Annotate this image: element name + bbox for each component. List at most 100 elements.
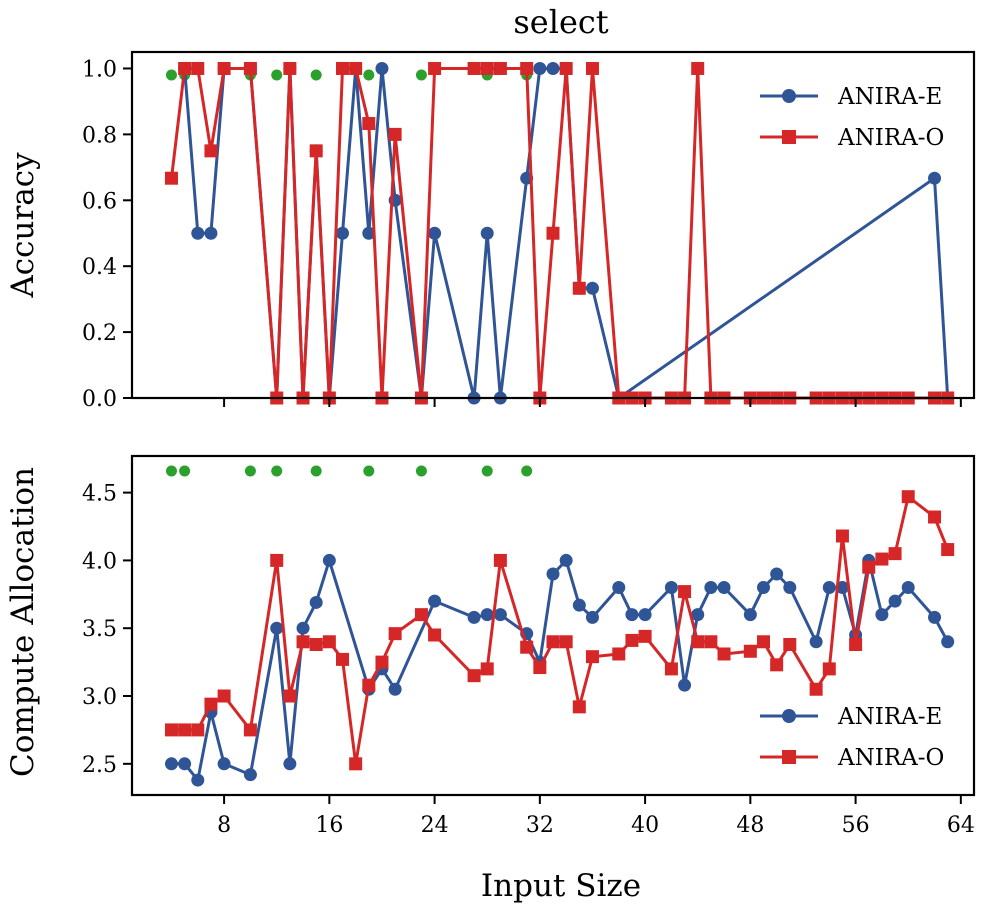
point-anira-e-12 — [270, 621, 284, 635]
y-tick-label-4.0: 4.0 — [82, 549, 117, 574]
point-anira-o-20 — [375, 655, 389, 669]
point-anira-o-38 — [612, 647, 626, 661]
point-anira-o-7 — [204, 144, 218, 158]
point-anira-o-58 — [875, 552, 889, 566]
x-tick-label-40: 40 — [631, 813, 659, 838]
point-anira-e-6 — [191, 773, 205, 787]
point-anira-o-33 — [546, 635, 560, 649]
green-marker-5 — [179, 465, 191, 477]
point-anira-o-34 — [559, 635, 573, 649]
point-anira-e-8 — [217, 757, 231, 771]
y-tick-label-2.5: 2.5 — [82, 753, 117, 778]
compute-panel: 8 16 24 32 40 48 56 64 2.5 3.0 3.5 4.0 4.5 Compute A… — [5, 454, 976, 838]
point-anira-o-51 — [783, 637, 797, 651]
point-anira-o-46 — [717, 647, 731, 661]
point-anira-o-40 — [638, 629, 652, 643]
green-marker-12 — [271, 465, 283, 477]
point-anira-o-36 — [585, 650, 599, 664]
point-anira-e-62 — [928, 171, 942, 185]
point-anira-o-19 — [362, 678, 376, 692]
point-anira-e-54 — [822, 581, 836, 595]
x-tick-label-32: 32 — [526, 813, 554, 838]
legend-marker-anira-o — [782, 750, 796, 764]
point-anira-o-57 — [862, 560, 876, 574]
point-anira-e-14 — [296, 621, 310, 635]
series-line-anira-e — [183, 67, 950, 400]
point-anira-e-27 — [467, 610, 481, 624]
point-anira-e-19 — [362, 226, 376, 240]
point-anira-o-31 — [520, 61, 534, 75]
point-anira-e-32 — [533, 61, 547, 75]
legend-marker-anira-o — [782, 130, 796, 144]
x-axis-label: Input Size — [481, 868, 641, 904]
accuracy-legend: ANIRA-E ANIRA-O — [760, 84, 944, 151]
point-anira-o-34 — [559, 61, 573, 75]
point-anira-o-53 — [809, 682, 823, 696]
point-anira-o-18 — [349, 757, 363, 771]
legend-marker-anira-e — [782, 709, 796, 723]
point-anira-e-17 — [336, 226, 349, 240]
green-marker-23 — [415, 465, 427, 477]
green-marker-4 — [165, 69, 177, 81]
point-anira-o-24 — [428, 628, 442, 642]
point-anira-o-44 — [691, 61, 705, 75]
green-marker-31 — [521, 465, 533, 477]
series-line-anira-o — [170, 67, 948, 400]
y-tick-label-3.0: 3.0 — [82, 685, 117, 710]
point-anira-e-42 — [664, 581, 678, 595]
point-anira-o-36 — [585, 61, 599, 75]
point-anira-e-6 — [191, 226, 205, 240]
point-anira-e-45 — [704, 581, 718, 595]
point-anira-o-63 — [941, 543, 955, 557]
point-anira-e-53 — [809, 635, 823, 649]
point-anira-o-4 — [164, 723, 178, 737]
point-anira-e-44 — [691, 608, 705, 622]
point-anira-e-39 — [625, 608, 639, 622]
point-anira-o-8 — [217, 689, 231, 703]
compute-legend: ANIRA-E ANIRA-O — [760, 704, 944, 771]
point-anira-o-33 — [546, 226, 560, 240]
y-tick-label-0.0: 0.0 — [82, 387, 117, 412]
point-anira-e-34 — [559, 553, 573, 567]
point-anira-o-62 — [928, 510, 942, 524]
point-anira-e-62 — [928, 610, 942, 624]
green-marker-10 — [244, 465, 256, 477]
point-anira-e-13 — [283, 757, 297, 771]
compute-y-axis-label: Compute Allocation — [5, 467, 41, 777]
green-marker-4 — [165, 465, 177, 477]
point-anira-e-29 — [493, 608, 507, 622]
point-anira-e-60 — [901, 581, 915, 595]
point-anira-e-24 — [428, 594, 442, 608]
point-anira-o-13 — [283, 61, 297, 75]
point-anira-o-4 — [164, 171, 178, 185]
x-tick-label-48: 48 — [736, 813, 764, 838]
point-anira-o-10 — [243, 61, 257, 75]
point-anira-e-59 — [888, 594, 902, 608]
y-tick-label-4.5: 4.5 — [82, 482, 117, 507]
point-anira-e-5 — [178, 757, 192, 771]
y-tick-label-0.4: 0.4 — [82, 255, 117, 280]
point-anira-e-49 — [757, 581, 770, 595]
point-anira-e-20 — [375, 61, 389, 75]
point-anira-e-55 — [835, 581, 849, 595]
point-anira-o-32 — [533, 661, 547, 675]
point-anira-o-56 — [849, 637, 863, 651]
legend-marker-anira-e — [782, 89, 796, 103]
y-tick-label-0.6: 0.6 — [82, 189, 117, 214]
point-anira-o-49 — [757, 635, 770, 649]
green-marker-28 — [481, 465, 493, 477]
point-anira-e-4 — [164, 757, 178, 771]
point-anira-o-27 — [467, 669, 481, 683]
y-tick-label-0.2: 0.2 — [82, 321, 117, 346]
point-anira-o-21 — [388, 627, 402, 641]
point-anira-o-28 — [480, 61, 494, 75]
point-anira-o-17 — [336, 61, 349, 75]
x-tick-label-8: 8 — [217, 813, 231, 838]
point-anira-o-17 — [336, 652, 349, 666]
point-anira-e-33 — [546, 567, 560, 581]
point-anira-o-29 — [493, 553, 507, 567]
point-anira-e-43 — [678, 678, 692, 692]
x-tick-label-56: 56 — [842, 813, 870, 838]
point-anira-o-48 — [743, 644, 757, 658]
